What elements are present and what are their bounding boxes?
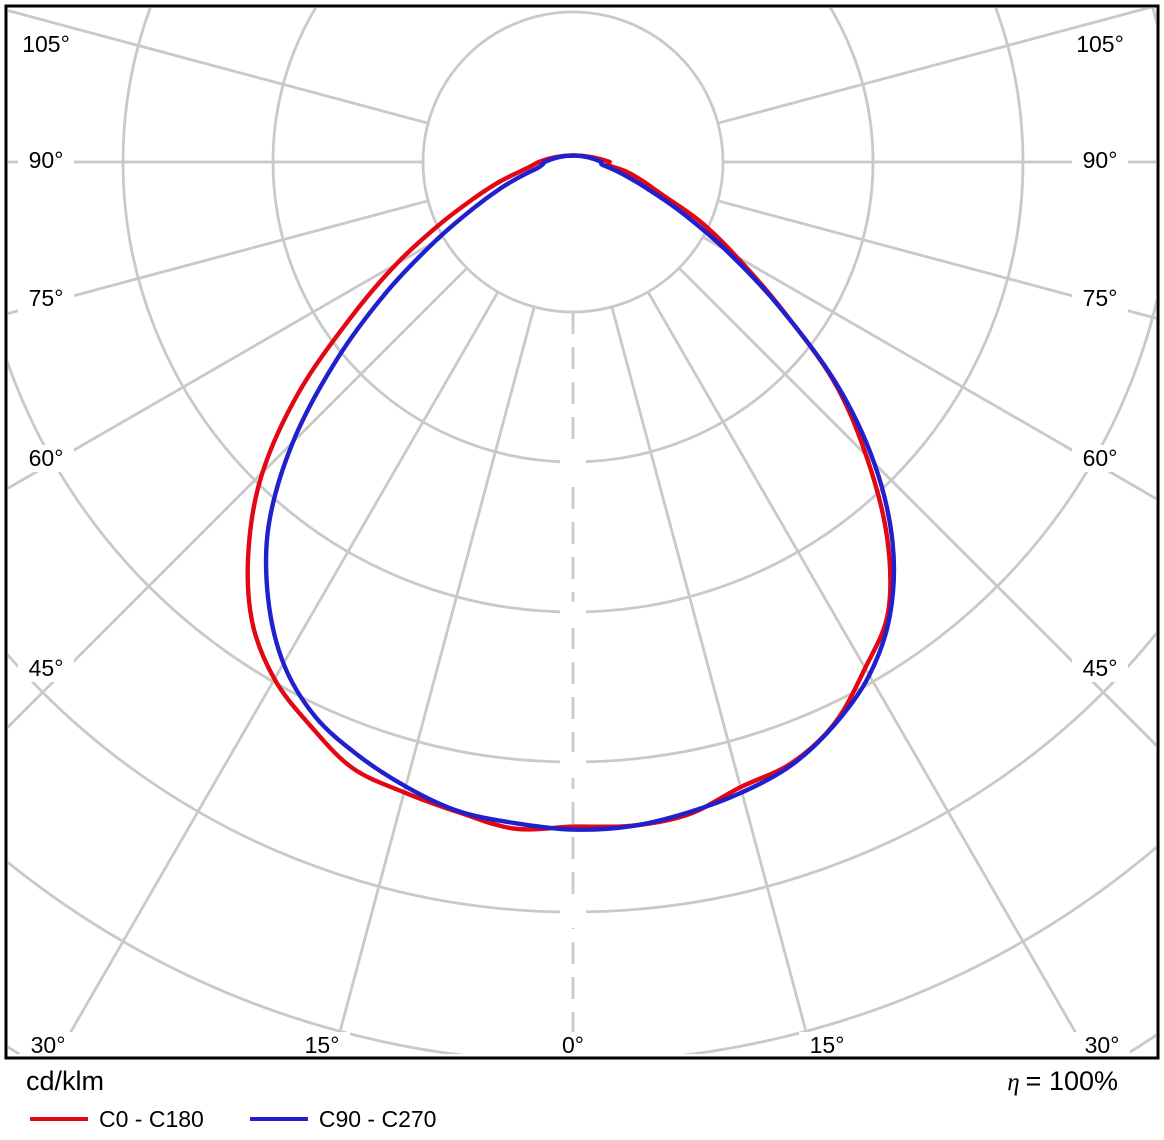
angle-label-halo <box>545 1032 601 1059</box>
angle-label: 90° <box>1083 147 1118 173</box>
angle-label: 30° <box>31 1032 66 1058</box>
grid-radial-line <box>8 199 429 315</box>
angle-label: 75° <box>1083 285 1118 311</box>
angle-label: 90° <box>29 147 64 173</box>
grid-radial-line <box>56 291 500 1054</box>
grid-label-gap <box>560 452 586 478</box>
angle-label-halo <box>294 1032 350 1059</box>
curve-c90-c270 <box>263 153 897 832</box>
angle-label: 45° <box>29 655 64 681</box>
angle-label-halo <box>1072 285 1128 312</box>
angle-label-halo <box>1072 147 1128 174</box>
chart-footer: cd/klm η = 100% C0 - C180 C90 - C270 <box>0 1062 1164 1140</box>
angle-label: 75° <box>29 285 64 311</box>
grid-radial-line <box>717 199 1156 320</box>
angle-label-halo <box>1074 1032 1130 1059</box>
angle-label-halo <box>1072 31 1128 58</box>
grid-radial-line <box>702 235 1156 501</box>
angle-label-halo <box>18 445 74 472</box>
legend: C0 - C180 C90 - C270 <box>30 1104 482 1134</box>
grid-label-gap <box>560 752 586 778</box>
legend-label-c90-c270: C90 - C270 <box>318 1105 437 1132</box>
eta-symbol: η <box>1007 1069 1020 1096</box>
angle-label: 60° <box>1083 445 1118 471</box>
angle-label-halo <box>20 1032 76 1059</box>
legend-line-c0-c180 <box>30 1117 88 1121</box>
angle-label: 60° <box>29 445 64 471</box>
grid-radial-line <box>8 9 429 125</box>
angle-label-halo <box>1072 655 1128 682</box>
unit-label: cd/klm <box>26 1066 105 1096</box>
angle-label-halo <box>1072 445 1128 472</box>
grid-label-gap <box>560 902 586 928</box>
angle-label-halo <box>18 655 74 682</box>
grid-radial-line <box>610 306 814 1054</box>
eta-value: = 100% <box>1025 1066 1118 1096</box>
angle-label-halo <box>18 31 74 58</box>
grid-label-gap <box>560 602 586 628</box>
angle-label: 105° <box>1076 31 1124 57</box>
angle-label: 45° <box>1083 655 1118 681</box>
chart-background <box>0 0 1164 1062</box>
legend-line-c90-c270 <box>249 1117 308 1121</box>
grid-radial-line <box>8 235 444 490</box>
efficiency-label: η = 100% <box>1007 1066 1118 1097</box>
angle-label: 105° <box>22 31 70 57</box>
grid-radial-line <box>678 267 1156 747</box>
angle-label: 15° <box>810 1032 845 1058</box>
angle-label-halo <box>799 1032 855 1059</box>
angle-label: 15° <box>305 1032 340 1058</box>
angle-label: 30° <box>1085 1032 1120 1058</box>
grid-radial-line <box>8 267 468 729</box>
angle-label-halo <box>18 285 74 312</box>
chart-border <box>4 4 1160 1060</box>
angle-label: 0° <box>562 1032 584 1058</box>
grid-radial-line <box>332 306 536 1054</box>
legend-label-c0-c180: C0 - C180 <box>99 1105 204 1132</box>
polar-chart-svg: 105° 90° 75° 60° 45° 105° 90° 75° 60° 45° 30° 15° 0°… <box>0 0 1164 1062</box>
angle-label-halo <box>18 147 74 174</box>
grid-radial-line <box>646 291 1090 1054</box>
grid-radial-line <box>717 8 1154 125</box>
